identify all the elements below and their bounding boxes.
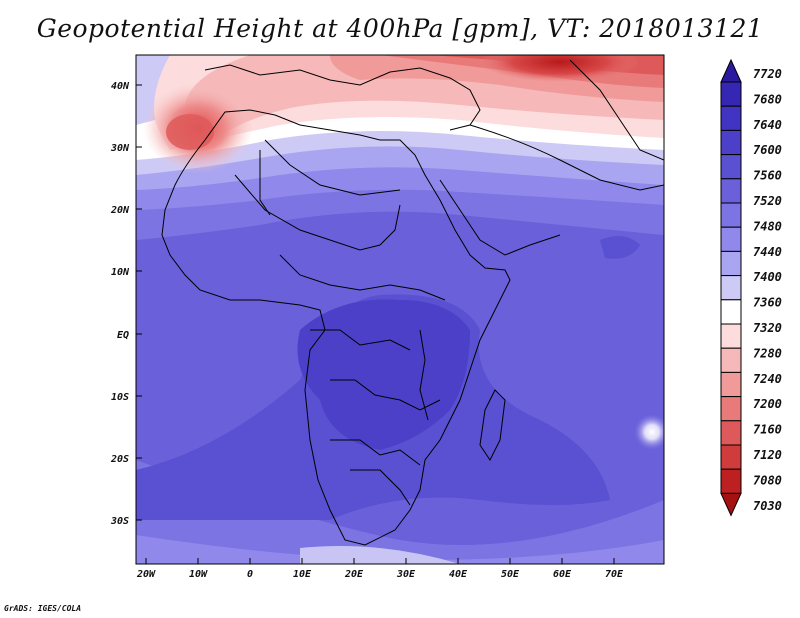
colorbar: 7720 7680 7640 7600 7560 7520 7480 7440 7400 7360…	[720, 58, 782, 517]
colorbar-segment	[720, 129, 742, 156]
lon-tick-label: 70E	[605, 569, 624, 580]
colorbar-segment	[720, 178, 742, 204]
colorbar-segment	[720, 202, 742, 228]
colorbar-label: 7480	[753, 219, 782, 233]
colorbar-segment	[720, 81, 742, 107]
colorbar-segment	[720, 250, 742, 277]
lon-tick-label: 10W	[189, 569, 208, 580]
lon-tick-label: 0	[247, 569, 253, 580]
lon-tick-label: 20W	[136, 569, 156, 580]
lat-tick-label: 20N	[110, 205, 130, 216]
colorbar-label: 7400	[753, 270, 782, 284]
colorbar-label: 7080	[753, 473, 782, 487]
colorbar-label: 7600	[753, 143, 782, 157]
colorbar-label: 7200	[753, 397, 782, 411]
longitude-axis: 20W 10W 0 10E 20E 30E 40E 50E 60E 70E	[136, 558, 624, 580]
lon-tick-label: 50E	[501, 569, 520, 580]
colorbar-segment	[720, 468, 742, 494]
lon-tick-label: 20E	[344, 569, 364, 580]
colorbar-label: 7720	[753, 67, 782, 81]
colorbar-label: 7680	[753, 92, 782, 106]
lon-tick-label: 60E	[553, 569, 572, 580]
colorbar-label: 7640	[753, 118, 782, 132]
lat-tick-label: 20S	[110, 454, 129, 465]
colorbar-bottom-arrow	[720, 492, 742, 517]
contour-fill	[136, 55, 664, 564]
colorbar-segment	[720, 347, 742, 373]
coastlines	[161, 59, 664, 546]
lon-tick-label: 40E	[449, 569, 468, 580]
colorbar-label: 7240	[753, 372, 782, 386]
lat-tick-label: 10S	[111, 392, 129, 403]
colorbar-label: 7030	[753, 499, 782, 513]
colorbar-label: 7120	[753, 448, 782, 462]
lon-tick-label: 10E	[293, 569, 312, 580]
latitude-axis: 40N 30N 20N 10N EQ 10S 20S 30S	[110, 81, 142, 527]
lon-tick-label: 30E	[396, 569, 416, 580]
plot-frame	[135, 54, 665, 565]
lat-tick-label: 40N	[111, 81, 130, 92]
colorbar-segment	[720, 275, 742, 301]
colorbar-segment	[720, 226, 742, 252]
colorbar-segment	[720, 299, 742, 325]
lat-tick-label: 30S	[110, 516, 129, 527]
colorbar-segment	[720, 154, 742, 180]
lat-tick-label: 30N	[110, 143, 130, 154]
colorbar-label: 7320	[753, 321, 782, 335]
colorbar-segment	[720, 444, 742, 470]
colorbar-segment	[720, 420, 742, 446]
colorbar-segment	[720, 323, 742, 349]
colorbar-label: 7440	[753, 245, 782, 259]
colorbar-label: 7160	[753, 423, 782, 437]
map-title: Geopotential Height at 400hPa [gpm], VT:…	[36, 14, 764, 43]
colorbar-segment	[720, 396, 742, 422]
colorbar-segment	[720, 371, 742, 398]
lat-tick-label: 10N	[111, 267, 130, 278]
colorbar-label: 7560	[753, 169, 782, 183]
colorbar-top-arrow	[720, 58, 742, 83]
grads-credit: GrADS: IGES/COLA	[4, 604, 82, 613]
colorbar-label: 7360	[753, 296, 782, 310]
lat-tick-label: EQ	[117, 330, 129, 341]
colorbar-label: 7520	[753, 194, 782, 208]
colorbar-segment	[720, 105, 742, 131]
colorbar-label: 7280	[753, 346, 782, 360]
